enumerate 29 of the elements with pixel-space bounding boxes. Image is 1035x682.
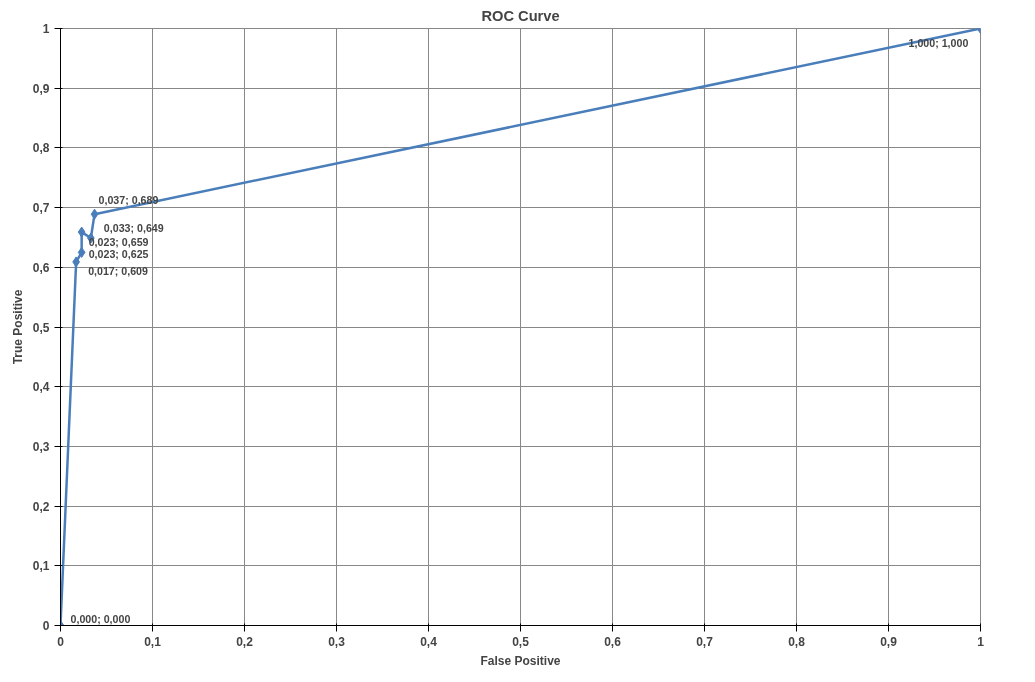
x-tick-label: 0,5 (512, 634, 530, 649)
y-tick-label: 0,6 (32, 260, 50, 275)
y-tick-label: 0,5 (32, 320, 50, 335)
x-tick-label: 0,3 (328, 634, 346, 649)
data-label: 0,023; 0,625 (88, 248, 149, 261)
y-tick-label: 0,2 (32, 499, 50, 514)
x-tick-label: 0,7 (696, 634, 714, 649)
data-label: 0,000; 0,000 (70, 612, 131, 625)
y-tick-label: 1 (42, 22, 50, 36)
chart-title: ROC Curve (481, 7, 560, 24)
x-tick-label: 0,4 (420, 634, 438, 649)
y-tick-label: 0,9 (32, 81, 50, 96)
x-tick-label: 0,9 (880, 634, 898, 649)
data-label: 0,023; 0,659 (88, 236, 149, 249)
x-tick-label: 1 (977, 634, 985, 649)
data-label: 0,017; 0,609 (88, 264, 149, 277)
y-axis-title: True Positive (10, 289, 25, 365)
x-axis-title: False Positive (480, 653, 561, 668)
y-tick-label: 0,4 (32, 380, 50, 395)
y-tick-label: 0,8 (32, 141, 50, 156)
y-tick-label: 0 (42, 619, 50, 633)
x-tick-label: 0,8 (788, 634, 806, 649)
x-tick-label: 0,6 (604, 634, 622, 649)
x-tick-label: 0 (57, 634, 65, 649)
x-tick-label: 0,1 (144, 634, 162, 649)
y-tick-label: 0,3 (32, 439, 50, 454)
y-tick-label: 0,1 (32, 559, 50, 574)
y-tick-label: 0,7 (32, 201, 50, 216)
x-tick-label: 0,2 (236, 634, 254, 649)
